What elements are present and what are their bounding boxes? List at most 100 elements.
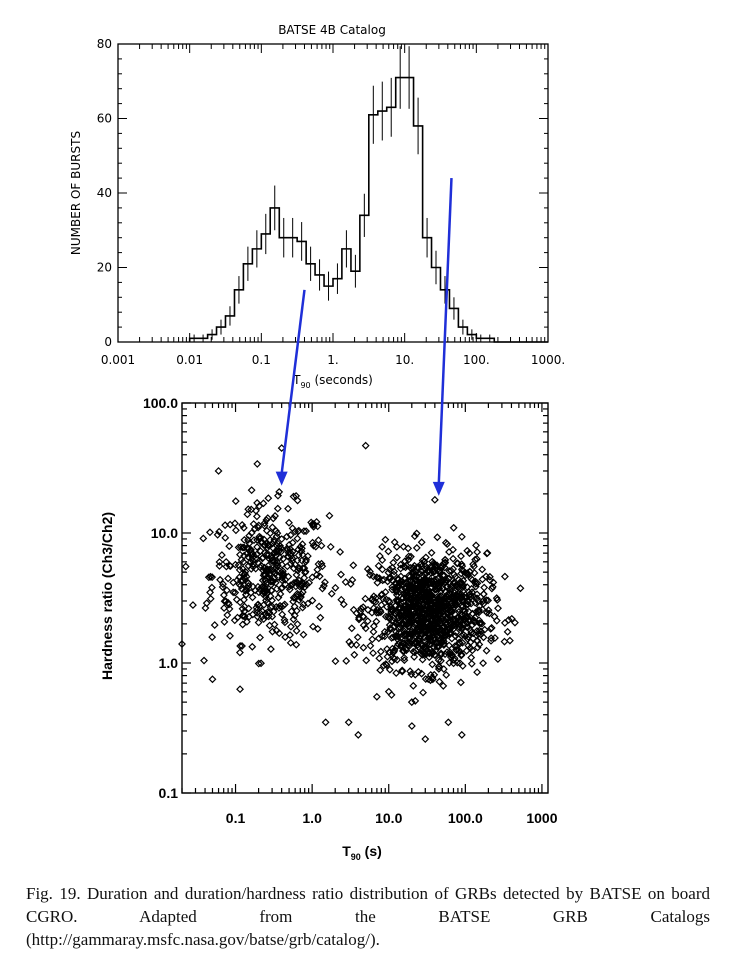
scatter-point xyxy=(250,524,259,533)
scatter-point xyxy=(376,606,385,615)
scatter-point xyxy=(363,617,372,626)
scatter-point xyxy=(393,608,402,616)
scatter-point xyxy=(487,623,496,632)
scatter-point xyxy=(461,632,470,641)
scatter-point xyxy=(256,547,265,556)
scatter-point xyxy=(457,569,466,578)
scatter-point xyxy=(387,690,396,699)
scatter-point xyxy=(347,624,356,633)
scatter-point xyxy=(347,640,356,649)
scatter-point xyxy=(410,648,419,657)
scatter-point xyxy=(424,629,433,638)
scatter-point xyxy=(404,638,413,647)
scatter-y-tick-label: 0.1 xyxy=(159,785,179,801)
scatter-y-tick-labels: 0.1 1.0 10.0 100.0 xyxy=(143,395,178,801)
scatter-point xyxy=(321,718,330,727)
scatter-point xyxy=(492,616,501,625)
scatter-point xyxy=(472,555,481,563)
scatter-point xyxy=(238,543,247,552)
histogram-x-tick-label: 0.001 xyxy=(101,353,135,367)
scatter-point xyxy=(230,519,239,528)
scatter-point xyxy=(449,545,457,554)
scatter-point xyxy=(435,567,444,576)
scatter-point xyxy=(445,547,453,556)
scatter-point xyxy=(428,557,437,566)
scatter-point xyxy=(280,615,289,624)
scatter-point xyxy=(235,648,244,657)
scatter-point xyxy=(314,536,323,545)
scatter-point xyxy=(285,582,294,591)
scatter-point xyxy=(348,576,357,584)
scatter-point xyxy=(299,600,308,609)
scatter-point xyxy=(278,583,287,592)
scatter-point xyxy=(478,597,487,606)
scatter-point xyxy=(363,565,372,574)
scatter-point xyxy=(430,576,439,585)
scatter-point xyxy=(368,635,377,644)
scatter-point xyxy=(286,631,294,639)
scatter-point xyxy=(331,657,340,666)
scatter-point xyxy=(247,529,256,537)
scatter-point xyxy=(273,504,282,513)
scatter-point xyxy=(432,585,441,594)
scatter-point xyxy=(454,605,463,614)
scatter-point xyxy=(262,550,271,559)
scatter-point xyxy=(452,642,461,651)
scatter-point xyxy=(374,561,383,570)
scatter-point xyxy=(272,532,281,541)
scatter-point xyxy=(291,560,300,569)
scatter-point xyxy=(410,652,419,661)
scatter-point xyxy=(256,633,264,642)
scatter-point xyxy=(434,610,443,619)
histogram-step-line xyxy=(188,76,548,343)
scatter-point xyxy=(427,591,436,599)
scatter-point xyxy=(381,535,390,544)
scatter-point xyxy=(445,588,454,597)
scatter-point xyxy=(446,606,455,615)
scatter-point xyxy=(372,573,381,582)
scatter-point xyxy=(412,543,421,552)
scatter-point xyxy=(273,529,282,538)
scatter-point xyxy=(264,561,273,570)
scatter-point xyxy=(292,578,301,587)
scatter-point xyxy=(468,620,477,629)
scatter-point xyxy=(412,602,420,611)
scatter-point xyxy=(319,581,328,590)
scatter-point xyxy=(271,561,280,569)
scatter-point xyxy=(206,572,215,581)
scatter-point xyxy=(407,628,416,636)
scatter-point xyxy=(405,594,414,603)
histogram-y-tick-labels: 0 20 40 60 80 xyxy=(97,37,112,349)
scatter-point xyxy=(479,659,488,668)
scatter-point xyxy=(369,622,378,631)
scatter-point xyxy=(308,596,317,605)
scatter-point xyxy=(275,566,284,575)
scatter-point xyxy=(381,588,390,597)
scatter-point xyxy=(406,667,415,676)
scatter-point xyxy=(433,584,442,593)
scatter-point xyxy=(428,573,437,582)
scatter-point xyxy=(288,524,297,533)
scatter-point xyxy=(365,567,374,576)
scatter-point xyxy=(418,556,427,565)
scatter-point xyxy=(421,575,430,584)
scatter-point xyxy=(430,643,438,652)
histogram-x-label-rest: (seconds) xyxy=(311,373,373,387)
scatter-point xyxy=(309,622,317,631)
scatter-point xyxy=(292,626,301,635)
scatter-point xyxy=(238,576,247,585)
scatter-point xyxy=(247,505,256,514)
scatter-point xyxy=(482,572,491,581)
scatter-x-label-main: T xyxy=(342,843,351,859)
arrows xyxy=(275,178,453,496)
scatter-point xyxy=(425,611,434,620)
scatter-point xyxy=(281,633,290,642)
scatter-point xyxy=(391,609,399,618)
scatter-point xyxy=(430,495,439,504)
scatter-point xyxy=(244,582,253,590)
scatter-point xyxy=(399,601,408,610)
scatter-point xyxy=(262,526,271,535)
scatter-point xyxy=(421,565,430,574)
histogram-x-tick-label: 1000. xyxy=(531,353,565,367)
scatter-point xyxy=(437,577,446,586)
